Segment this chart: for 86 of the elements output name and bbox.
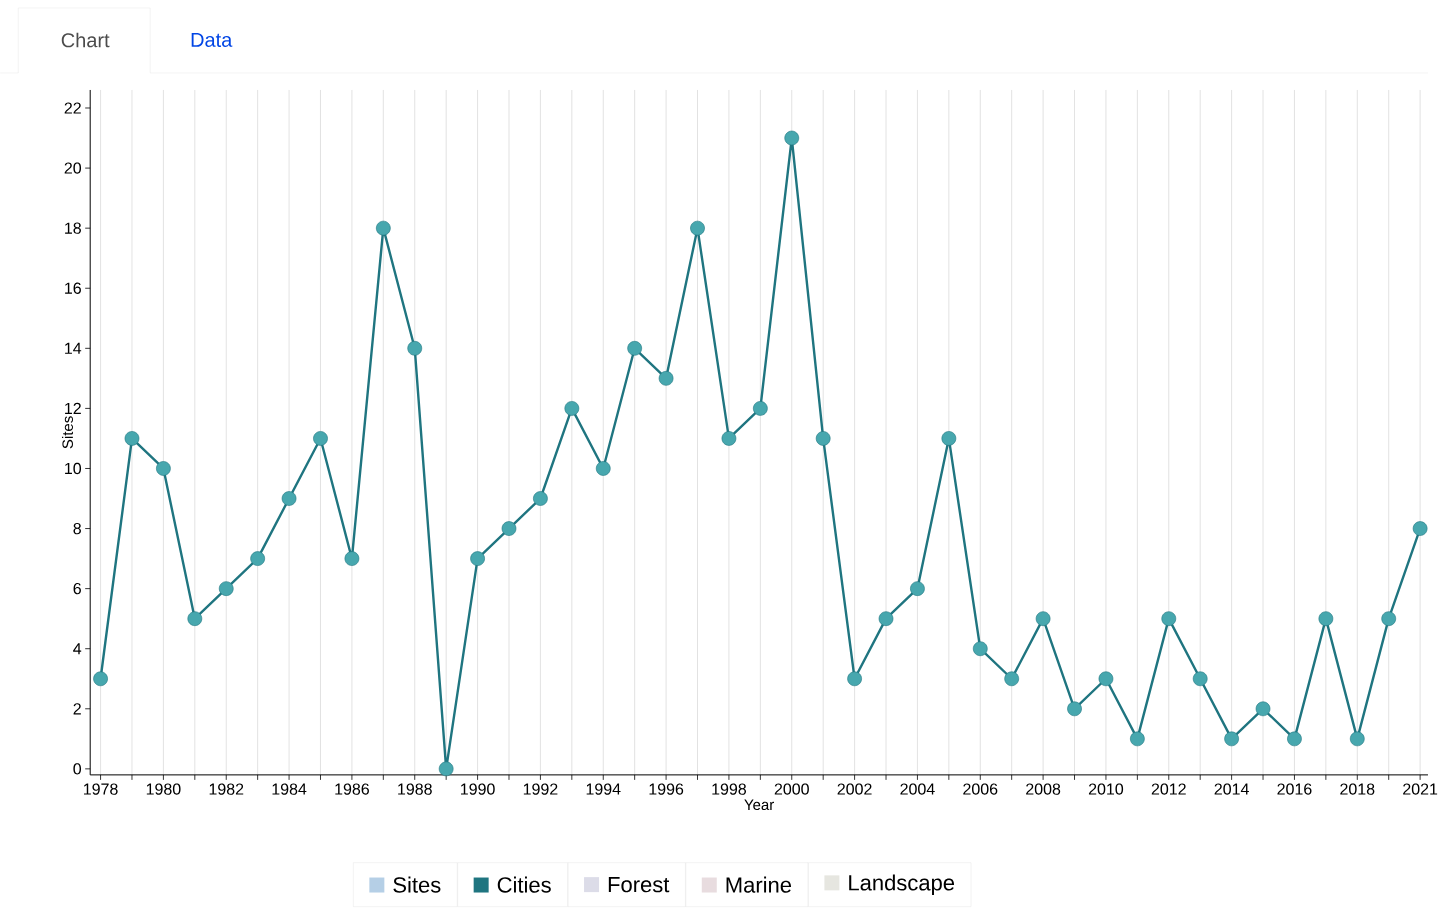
point bbox=[1004, 671, 1019, 687]
point bbox=[407, 341, 423, 356]
y-tick-label: 4 bbox=[73, 643, 82, 655]
point bbox=[595, 461, 611, 476]
point bbox=[1161, 611, 1177, 627]
point bbox=[753, 401, 768, 416]
point bbox=[815, 431, 831, 446]
point bbox=[784, 130, 800, 146]
point bbox=[1130, 731, 1145, 747]
x-tick-label: 2014 bbox=[1214, 783, 1249, 795]
x-tick-label: 2012 bbox=[1151, 783, 1186, 795]
point bbox=[281, 491, 297, 506]
text: Chart bbox=[61, 32, 110, 48]
x-tick-label: 1982 bbox=[209, 783, 244, 795]
point bbox=[847, 671, 862, 687]
x-tick-label: 2018 bbox=[1340, 783, 1375, 795]
legend-label: Marine bbox=[726, 876, 792, 893]
x-tick-label: 2008 bbox=[1026, 783, 1061, 795]
point bbox=[910, 581, 925, 596]
x-tick-label: 1996 bbox=[649, 783, 684, 795]
x-tick-label: 1990 bbox=[461, 783, 495, 795]
x-tick-label: 2021 bbox=[1403, 783, 1438, 795]
y-tick-label: 10 bbox=[65, 462, 82, 475]
y-tick-label: 16 bbox=[65, 282, 81, 294]
x-tick-label: 2010 bbox=[1088, 783, 1124, 795]
x-tick-label: 1986 bbox=[335, 783, 369, 795]
point bbox=[1381, 611, 1396, 627]
legend-label: Cities bbox=[497, 876, 551, 893]
point bbox=[344, 551, 360, 566]
point bbox=[1098, 671, 1114, 687]
x-tick-label: 1980 bbox=[146, 783, 181, 795]
point bbox=[438, 761, 454, 777]
point bbox=[627, 341, 642, 356]
x-tick-label: 1992 bbox=[523, 783, 558, 795]
point bbox=[533, 491, 548, 506]
x-tick-label: 2016 bbox=[1277, 783, 1312, 795]
text: Data bbox=[191, 33, 233, 48]
point bbox=[250, 551, 265, 566]
y-tick-label: 12 bbox=[65, 402, 81, 415]
point bbox=[1224, 731, 1239, 747]
point bbox=[501, 521, 517, 536]
point bbox=[972, 641, 988, 657]
point bbox=[690, 220, 705, 236]
y-tick-label: 22 bbox=[64, 102, 81, 114]
x-tick-label: 2000 bbox=[774, 783, 809, 795]
point bbox=[721, 431, 737, 446]
point bbox=[218, 581, 234, 596]
y-tick-label: 2 bbox=[73, 703, 81, 715]
point bbox=[1255, 701, 1271, 717]
point bbox=[1349, 731, 1365, 747]
y-tick-label: 8 bbox=[73, 522, 81, 535]
x-tick-label: 2002 bbox=[837, 783, 872, 795]
legend-label: Forest bbox=[608, 877, 670, 893]
y-tick-label: 14 bbox=[65, 342, 82, 354]
x-tick-label: 2006 bbox=[963, 783, 998, 795]
legend-label: Sites bbox=[393, 876, 441, 893]
point bbox=[187, 611, 203, 627]
point bbox=[1035, 611, 1051, 627]
point bbox=[941, 431, 957, 446]
y-tick-label: 0 bbox=[73, 763, 82, 775]
x-tick-label: 1994 bbox=[586, 783, 621, 795]
x-tick-label: 1984 bbox=[272, 783, 307, 795]
point bbox=[1412, 521, 1428, 536]
point bbox=[376, 220, 391, 236]
point bbox=[470, 551, 485, 566]
x-tick-label: 1998 bbox=[712, 783, 747, 795]
x-tick-label: 1978 bbox=[83, 783, 118, 795]
x-axis-title: Year bbox=[744, 799, 774, 811]
point bbox=[1067, 701, 1082, 717]
point bbox=[1192, 671, 1208, 687]
y-tick-label: 6 bbox=[73, 583, 81, 595]
y-tick-label: 18 bbox=[65, 222, 81, 234]
point bbox=[124, 431, 140, 446]
point bbox=[93, 671, 108, 687]
x-tick-label: 1988 bbox=[398, 783, 432, 795]
point bbox=[658, 371, 674, 386]
y-tick-label: 20 bbox=[64, 162, 82, 174]
point bbox=[156, 461, 171, 476]
point bbox=[564, 401, 580, 416]
point bbox=[313, 431, 328, 446]
point bbox=[1318, 611, 1334, 627]
point bbox=[878, 611, 894, 627]
y-axis-title: Sites bbox=[61, 416, 73, 449]
x-tick-label: 2004 bbox=[900, 783, 935, 795]
legend-label: Landscape bbox=[849, 874, 955, 895]
point bbox=[1287, 731, 1302, 747]
